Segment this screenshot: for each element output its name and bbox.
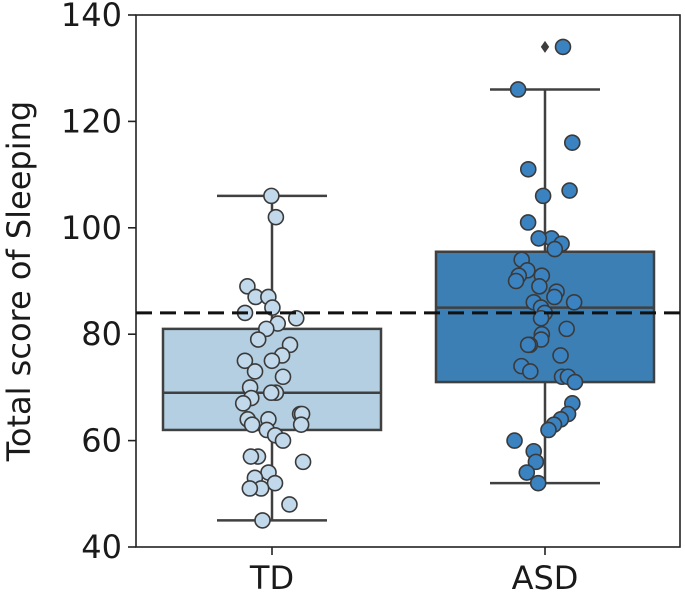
asd-data-point	[527, 453, 545, 471]
td-data-point	[287, 309, 305, 327]
td-data-point	[254, 512, 271, 529]
td-data-point	[262, 384, 280, 402]
y-axis: 40 60 80 100 120 140	[61, 0, 136, 566]
asd-data-point	[534, 187, 552, 205]
td-data-point	[236, 352, 254, 370]
td-data-point	[263, 352, 281, 370]
asd-data-point	[519, 336, 537, 354]
x-tick-label: ASD	[512, 559, 579, 593]
td-data-point	[264, 299, 281, 316]
asd-data-point	[509, 81, 527, 98]
asd-data-point	[506, 432, 523, 449]
plot-area	[135, 14, 681, 548]
asd-data-point	[563, 134, 581, 151]
td-data-point	[246, 363, 264, 380]
asd-data-point	[566, 373, 584, 391]
asd-data-point	[565, 293, 583, 311]
td-data-point	[292, 416, 310, 433]
points-layer	[234, 38, 584, 529]
y-tick-label: 60	[81, 422, 122, 460]
boxes-layer	[161, 40, 656, 522]
asd-data-point	[530, 230, 548, 247]
y-tick-label: 120	[61, 102, 122, 140]
td-data-point	[274, 432, 292, 449]
x-tick-label: TD	[249, 559, 294, 593]
asd-data-point	[561, 182, 578, 199]
td-data-point	[249, 331, 267, 348]
asd-data-point	[507, 272, 525, 290]
asd-data-point	[532, 309, 550, 327]
asd-data-point	[546, 240, 564, 258]
asd-data-point	[554, 38, 572, 56]
asd-data-point	[518, 464, 536, 481]
asd-data-point	[519, 160, 537, 178]
asd-data-point	[522, 363, 539, 380]
td-data-point	[281, 496, 298, 513]
td-data-point	[267, 208, 285, 226]
plot-frame	[135, 14, 681, 548]
asd-data-point	[540, 421, 557, 439]
asd-outlier-marker	[540, 40, 550, 53]
td-data-point	[243, 416, 261, 433]
asd-data-point	[552, 347, 569, 364]
y-tick-label: 40	[81, 528, 122, 566]
td-data-point	[266, 474, 284, 492]
asd-data-point	[529, 474, 547, 492]
asd-data-point	[558, 320, 575, 338]
asd-data-point	[546, 288, 563, 306]
td-data-point	[241, 480, 259, 497]
td-data-point	[274, 368, 292, 386]
y-tick-label: 140	[61, 0, 122, 34]
asd-data-point	[531, 278, 548, 295]
td-data-point	[234, 395, 252, 412]
y-tick-label: 80	[81, 315, 122, 353]
asd-data-point	[519, 214, 537, 231]
td-data-point	[242, 448, 260, 465]
td-data-point	[294, 453, 312, 471]
y-tick-label: 100	[61, 209, 122, 247]
x-axis: TD ASD	[249, 547, 579, 593]
td-data-point	[263, 187, 280, 205]
y-axis-label: Total score of Sleeping	[0, 101, 38, 462]
